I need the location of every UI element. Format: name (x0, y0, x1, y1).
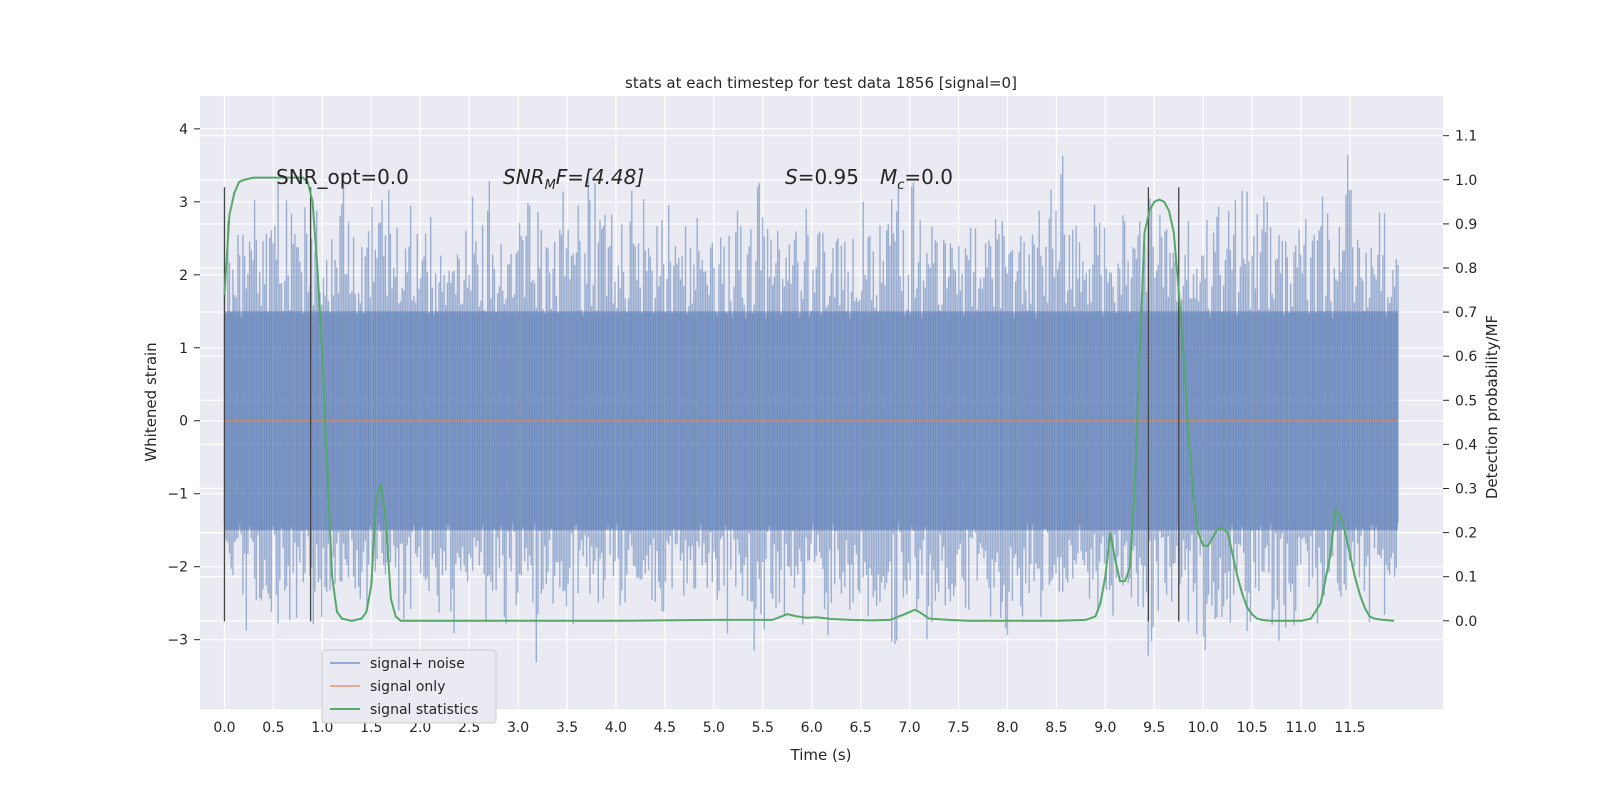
x-tick-label: 0.0 (213, 720, 235, 736)
y-tick-label: 2 (179, 268, 188, 284)
x-tick-label: 4.5 (654, 720, 676, 736)
x-tick-label: 9.0 (1094, 720, 1116, 736)
y-tick-label: 4 (179, 122, 188, 138)
chart-title: stats at each timestep for test data 185… (625, 74, 1017, 92)
annotation-mc-var: M (880, 165, 897, 189)
y2-tick-label: 0.4 (1455, 437, 1477, 453)
annotation-snr-mf: SNRMF=[4.48] (503, 165, 644, 193)
y-tick-label: −1 (167, 487, 188, 503)
annotation-s-var: S (785, 165, 798, 189)
y-tick-label: −3 (167, 633, 188, 649)
x-tick-label: 2.5 (458, 720, 480, 736)
y2-tick-label: 0.9 (1455, 217, 1477, 233)
annotation-snr-mf-sub: M (545, 178, 556, 193)
y-tick-label: −2 (167, 560, 188, 576)
signal-statistics-series (223, 176, 1395, 622)
legend-label-signal-only: signal only (370, 679, 445, 695)
annotation-mc-sub: c (897, 178, 904, 193)
y2-tick-label: 1.1 (1455, 129, 1477, 145)
annotation-s: S=0.95 (785, 165, 859, 189)
annotation-snr-mf-rest: F=[4.48] (556, 165, 644, 189)
y2-tick-label: 0.2 (1455, 526, 1477, 542)
x-tick-label: 3.5 (556, 720, 578, 736)
y-tick-label: 0 (179, 414, 188, 430)
y2-tick-label: 0.0 (1455, 614, 1477, 630)
y-axis-label: Whitened strain (142, 342, 160, 461)
y2-tick-label: 0.1 (1455, 570, 1477, 586)
legend-label-signal-noise: signal+ noise (370, 656, 465, 672)
x-tick-label: 7.5 (947, 720, 969, 736)
annotation-s-rest: =0.95 (798, 165, 859, 189)
x-tick-label: 6.5 (850, 720, 872, 736)
legend-label-signal-statistics: signal statistics (370, 702, 478, 718)
x-tick-label: 11.0 (1285, 720, 1316, 736)
x-tick-label: 5.0 (703, 720, 725, 736)
y-tick-labels: 4 3 2 1 0 −1 −2 −3 (167, 122, 200, 649)
x-tick-label: 7.0 (898, 720, 920, 736)
legend-box (321, 649, 497, 724)
legend: signal+ noise signal only signal statist… (321, 649, 497, 724)
y-tick-label: 1 (179, 341, 188, 357)
y2-tick-label: 0.6 (1455, 349, 1477, 365)
x-tick-label: 8.5 (1045, 720, 1067, 736)
x-tick-label: 2.0 (409, 720, 431, 736)
annotation-mc-rest: =0.0 (904, 165, 953, 189)
x-tick-label: 8.0 (996, 720, 1018, 736)
y2-tick-label: 0.7 (1455, 305, 1477, 321)
y2-tick-label: 0.8 (1455, 261, 1477, 277)
annotation-snr-opt: SNR_opt=0.0 (276, 165, 409, 189)
annotation-snr-mf-main: SNR (503, 165, 545, 189)
y2-tick-labels: 1.1 1.0 0.9 0.8 0.7 0.6 0.5 0.4 0.3 0.2 0.1 0.0 (1443, 129, 1477, 630)
x-tick-labels: 0.0 0.5 1.0 1.5 2.0 2.5 3.0 3.5 4.0 4.5 5.0 5.5 6.0 6… (213, 720, 1365, 736)
x-tick-label: 6.0 (801, 720, 823, 736)
x-tick-label: 10.5 (1237, 720, 1268, 736)
x-tick-label: 0.5 (262, 720, 284, 736)
x-tick-label: 11.5 (1334, 720, 1365, 736)
x-tick-label: 1.5 (360, 720, 382, 736)
annotation-mc: Mc=0.0 (880, 165, 953, 193)
y2-tick-label: 0.3 (1455, 481, 1477, 497)
vertical-markers (223, 187, 1180, 622)
y2-axis-label: Detection probability/MF (1483, 315, 1501, 499)
x-tick-label: 5.5 (752, 720, 774, 736)
y-tick-label: 3 (179, 195, 188, 211)
x-tick-label: 4.0 (605, 720, 627, 736)
y2-tick-label: 0.5 (1455, 393, 1477, 409)
x-axis-label: Time (s) (790, 746, 852, 764)
y2-tick-label: 1.0 (1455, 173, 1477, 189)
x-tick-label: 9.5 (1143, 720, 1165, 736)
x-tick-label: 10.0 (1188, 720, 1219, 736)
signal-statistics-line (223, 176, 1395, 622)
x-tick-label: 3.0 (507, 720, 529, 736)
x-tick-label: 1.0 (311, 720, 333, 736)
